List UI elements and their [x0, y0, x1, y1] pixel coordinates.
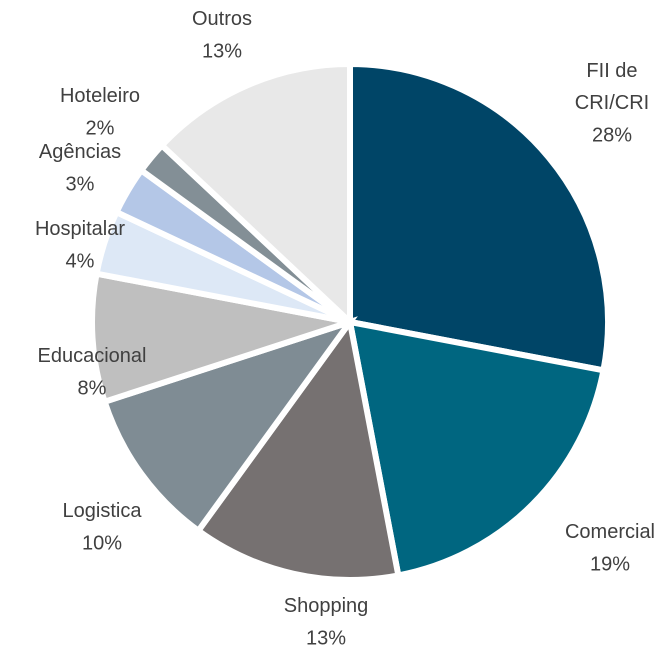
- slice-value-label: 13%: [202, 40, 242, 62]
- pie-slice: [157, 60, 353, 329]
- slice-label: Educacional: [38, 345, 147, 367]
- slice-label: FII de CRI/CRI: [575, 60, 649, 114]
- slice-label: Agências: [39, 141, 121, 163]
- slice-label: Shopping: [284, 595, 369, 617]
- pie-slice: [194, 314, 402, 583]
- slice-label: Comercial: [565, 521, 655, 543]
- slice-value-label: 8%: [78, 377, 107, 399]
- pie-slice: [346, 318, 607, 579]
- slice-label: Hoteleiro: [60, 85, 140, 107]
- slice-label: Hospitalar: [35, 218, 125, 240]
- pie-slice: [347, 60, 611, 374]
- slice-label: Outros: [192, 8, 252, 30]
- slice-value-label: 19%: [590, 553, 630, 575]
- slice-value-label: 28%: [592, 124, 632, 146]
- slice-value-label: 2%: [86, 117, 115, 139]
- pie-slice: [89, 270, 351, 406]
- slice-value-label: 4%: [66, 250, 95, 272]
- slice-value-label: 13%: [306, 627, 346, 649]
- slice-value-label: 3%: [66, 173, 95, 195]
- pie-slice: [100, 316, 358, 535]
- slice-value-label: 10%: [82, 532, 122, 554]
- slice-label: Logistica: [63, 500, 143, 522]
